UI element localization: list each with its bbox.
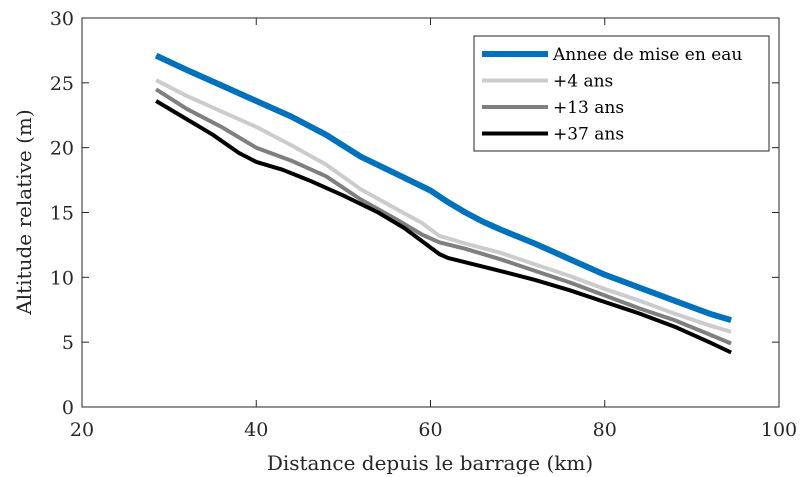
x-tick-label: 60 <box>418 419 442 441</box>
y-tick-label: 25 <box>50 73 74 95</box>
y-tick-label: 15 <box>50 203 74 225</box>
ticks-layer: 20 40 60 80 100 0 5 10 15 20 25 30 <box>50 8 797 441</box>
y-tick-label: 5 <box>62 332 74 354</box>
y-tick-label: 20 <box>50 138 74 160</box>
series-line-3 <box>155 87 732 346</box>
legend-label-2: +4 ans <box>553 72 613 92</box>
x-tick-label: 100 <box>761 419 797 441</box>
series-line-4 <box>155 99 732 355</box>
x-tick-label: 80 <box>593 419 617 441</box>
series-line-2 <box>155 78 732 334</box>
legend-label-3: +13 ans <box>553 98 624 118</box>
series-line-1 <box>154 52 732 323</box>
x-tick-label: 20 <box>70 419 94 441</box>
y-tick-label: 30 <box>50 8 74 30</box>
y-tick-label: 0 <box>62 397 74 419</box>
legend-label-4: +37 ans <box>553 125 624 145</box>
x-axis-label: Distance depuis le barrage (km) <box>267 451 593 475</box>
y-tick-label: 10 <box>50 267 74 289</box>
x-tick-label: 40 <box>244 419 268 441</box>
y-axis-label: Altitude relative (m) <box>12 109 36 315</box>
legend-label-1: Annee de mise en eau <box>552 45 742 65</box>
legend: Annee de mise en eau +4 ans +13 ans +37 ans <box>473 35 770 152</box>
series-layer <box>154 52 732 355</box>
